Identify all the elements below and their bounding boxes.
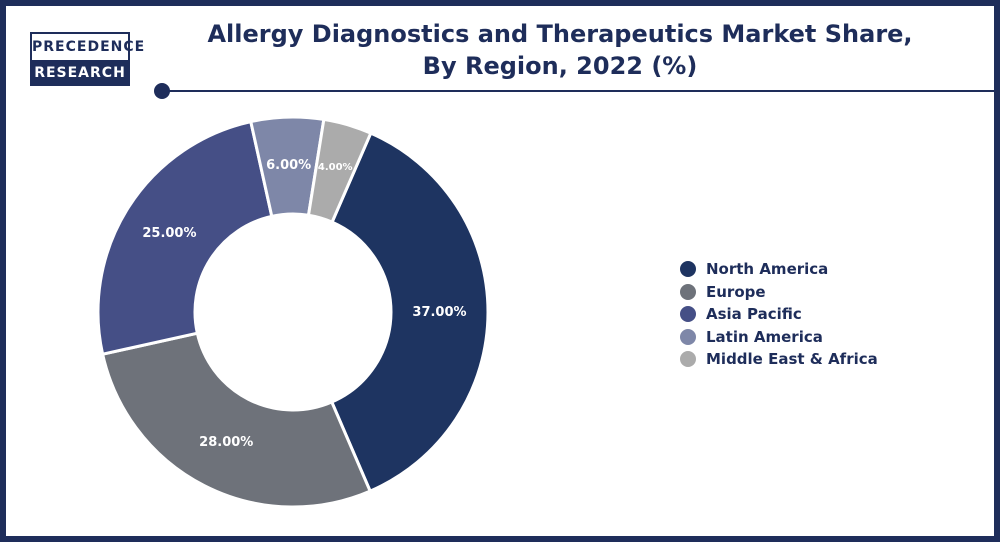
chart-legend: North America Europe Asia Pacific Latin Ame… <box>680 258 878 371</box>
legend-swatch <box>680 328 696 345</box>
legend-swatch <box>680 283 696 300</box>
legend-swatch <box>680 351 696 368</box>
legend-item: Latin America <box>680 326 878 349</box>
chart-title-line-1: Allergy Diagnostics and Therapeutics Mar… <box>207 20 913 48</box>
legend-swatch <box>680 306 696 323</box>
precedence-research-logo: PRECEDENCE RESEARCH <box>30 32 146 86</box>
slice-north-america <box>329 131 490 494</box>
data-label-europe: 28.00% <box>199 435 253 450</box>
chart-title-line-2: By Region, 2022 (%) <box>422 52 698 80</box>
data-label-north-america: 37.00% <box>412 305 466 320</box>
logo-line-2: RESEARCH <box>32 60 128 86</box>
legend-item: Europe <box>680 281 878 304</box>
title-underline <box>162 90 998 92</box>
legend-label: Latin America <box>706 327 823 346</box>
legend-label: Asia Pacific <box>706 305 802 324</box>
logo-line-1: PRECEDENCE <box>32 39 146 55</box>
legend-item: Asia Pacific <box>680 303 878 326</box>
legend-label: Europe <box>706 282 766 301</box>
chart-title: Allergy Diagnostics and Therapeutics Mar… <box>180 18 940 82</box>
slice-middle-east-africa <box>306 117 373 225</box>
data-label-latin-america: 6.00% <box>266 158 311 173</box>
data-label-asia-pacific: 25.00% <box>142 226 196 241</box>
data-label-middle-east-africa: 4.00% <box>318 162 353 173</box>
slice-asia-pacific <box>96 119 274 356</box>
legend-item: North America <box>680 258 878 281</box>
legend-item: Middle East & Africa <box>680 348 878 371</box>
slice-europe <box>100 331 373 509</box>
legend-label: North America <box>706 260 829 279</box>
legend-swatch <box>680 261 696 278</box>
title-underline-dot <box>154 83 170 99</box>
legend-label: Middle East & Africa <box>706 350 878 369</box>
